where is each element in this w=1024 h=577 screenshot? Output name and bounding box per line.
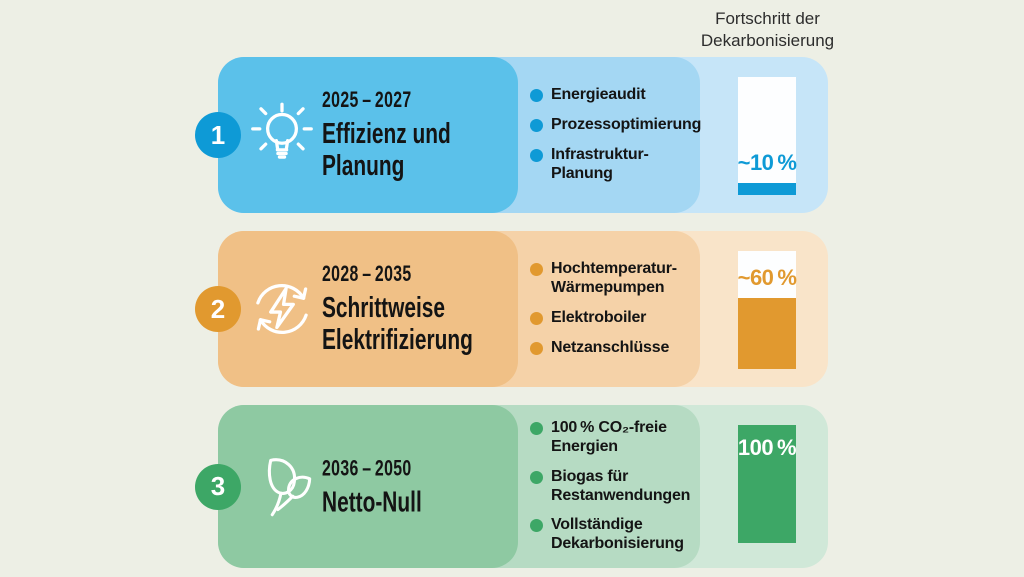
electrification-cycle-icon bbox=[242, 269, 322, 349]
bullet-label: Prozessoptimierung bbox=[551, 116, 702, 134]
progress-bar: 100 % bbox=[738, 425, 797, 543]
phase-main-block bbox=[218, 231, 518, 387]
bullet-label: Infrastruktur- Planung bbox=[551, 146, 649, 182]
progress-column-header: Fortschritt der Dekarbonisierung bbox=[700, 9, 835, 51]
bullet-dot bbox=[530, 119, 543, 133]
list-item: Infrastruktur- Planung bbox=[530, 146, 716, 184]
bullet-label: Netzanschlüsse bbox=[551, 338, 670, 356]
phase-title: Schrittweise Elektrifizierung bbox=[322, 292, 473, 357]
phase-bullet-list: 100 % CO₂-freie Energien Biogas für Rest… bbox=[518, 405, 720, 568]
phase-main-block bbox=[218, 405, 518, 568]
progress-fill bbox=[738, 183, 796, 195]
bullet-label: Biogas für Restanwendungen bbox=[551, 467, 691, 504]
progress-fill bbox=[738, 425, 796, 543]
phase-years: 2028 – 2035 bbox=[322, 261, 412, 287]
phase-row-3: 3 2036 – 2050 Netto-Null 100 % CO₂-freie… bbox=[195, 405, 828, 568]
phase-titles: 2025 – 2027 Effizienz und Planung bbox=[322, 87, 524, 183]
bullet-dot bbox=[530, 263, 543, 277]
progress-fill bbox=[738, 298, 796, 369]
bullet-label: Elektroboiler bbox=[551, 309, 647, 326]
phase-titles: 2036 – 2050 Netto-Null bbox=[322, 455, 524, 518]
phase-number-badge: 1 bbox=[195, 112, 241, 158]
progress-label: 100 % bbox=[737, 435, 797, 460]
progress-bar: ~10 % bbox=[738, 77, 797, 195]
list-item: Netzanschlüsse bbox=[530, 339, 716, 358]
sprout-icon bbox=[242, 447, 322, 527]
progress-bar: ~60 % bbox=[738, 251, 797, 369]
bullet-dot bbox=[530, 421, 543, 435]
phase-row-1: 1 2025 – 2027 Effizienz und Planung Ener… bbox=[195, 57, 828, 213]
phase-title: Netto-Null bbox=[322, 485, 422, 518]
bullet-dot bbox=[530, 470, 543, 484]
bullet-label: 100 % CO₂-freie Energien bbox=[551, 418, 667, 455]
bullet-label: Energieaudit bbox=[551, 86, 646, 104]
phase-titles: 2028 – 2035 Schrittweise Elektrifizierun… bbox=[322, 261, 524, 357]
bullet-dot bbox=[530, 149, 543, 162]
phase-row-2: 2 2028 – 2035 Schrittweise Elektrifizier… bbox=[195, 231, 828, 387]
bullet-dot bbox=[530, 89, 543, 103]
bullet-dot bbox=[530, 519, 543, 533]
list-item: Prozessoptimierung bbox=[530, 116, 716, 135]
lightbulb-icon bbox=[242, 95, 322, 175]
bullet-dot bbox=[530, 341, 543, 355]
phase-years: 2025 – 2027 bbox=[322, 87, 412, 113]
list-item: Biogas für Restanwendungen bbox=[530, 468, 716, 506]
phase-years: 2036 – 2050 bbox=[322, 454, 412, 480]
phase-number-badge: 2 bbox=[195, 286, 241, 332]
progress-label: ~10 % bbox=[737, 150, 797, 176]
progress-label: ~60 % bbox=[737, 265, 797, 291]
list-item: 100 % CO₂-freie Energien bbox=[530, 419, 716, 457]
bullet-dot bbox=[530, 312, 543, 325]
list-item: Elektroboiler bbox=[530, 309, 716, 328]
phase-title: Effizienz und Planung bbox=[322, 118, 451, 183]
phase-bullet-list: Hochtemperatur- Wärmepumpen Elektroboile… bbox=[518, 231, 720, 387]
list-item: Hochtemperatur- Wärmepumpen bbox=[530, 260, 716, 298]
list-item: Energieaudit bbox=[530, 86, 716, 105]
list-item: Vollständige Dekarbonisierung bbox=[530, 516, 716, 554]
phase-bullet-list: Energieaudit Prozessoptimierung Infrastr… bbox=[518, 57, 720, 213]
phase-number-badge: 3 bbox=[195, 463, 241, 510]
bullet-label: Vollständige Dekarbonisierung bbox=[551, 516, 684, 553]
bullet-label: Hochtemperatur- Wärmepumpen bbox=[551, 260, 677, 297]
